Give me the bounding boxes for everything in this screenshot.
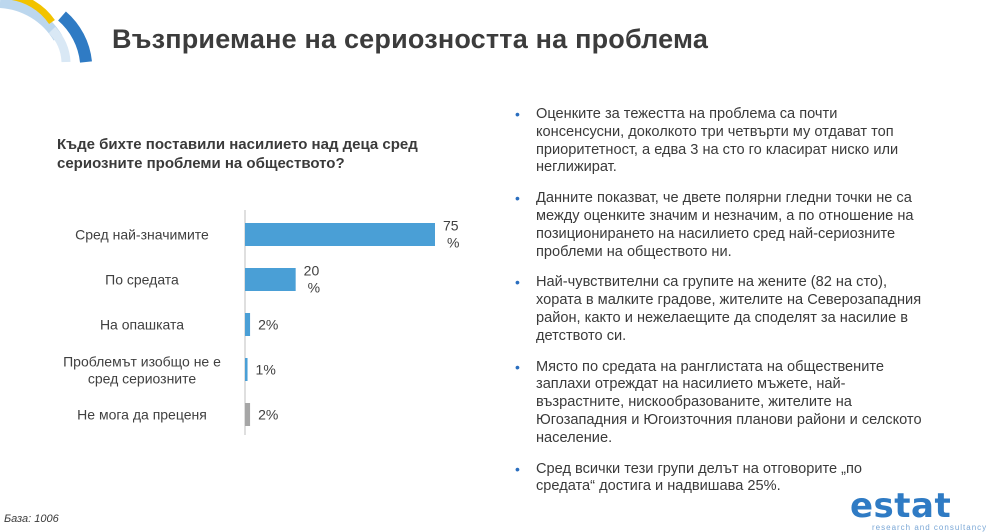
data-label: 20%: [304, 263, 320, 296]
category-label: Проблемът изобщо не е сред сериозните: [63, 354, 221, 387]
estat-logo: estat research and consultancy: [850, 486, 995, 532]
bullet-icon: •: [515, 358, 520, 375]
page-title: Възприемане на сериозността на проблема: [112, 24, 709, 54]
insight-text: Място по средата на ранглистата на общес…: [536, 358, 922, 446]
insight-item: • Сред всички тези групи делът на отговор…: [513, 461, 923, 497]
insight-item: • Оценките за тежестта на проблема са поч…: [513, 106, 923, 177]
data-label: 2%: [258, 407, 278, 423]
bullet-icon: •: [515, 190, 520, 207]
data-label: 1%: [256, 362, 276, 378]
corner-logo-arcs: [0, 0, 92, 63]
bar: [245, 313, 251, 336]
brand-tagline: research and consultancy: [872, 523, 988, 532]
bar-chart: Сред най-значимите 75 % По средата 20 % На опа…: [63, 210, 459, 435]
chart-question: Къде бихте поставили насилието над деца …: [57, 136, 418, 172]
base-note: База: 1006: [4, 513, 59, 525]
insight-item: • Място по средата на ранглистата на обще…: [513, 359, 923, 448]
bullet-icon: •: [515, 106, 520, 122]
bullet-icon: •: [515, 274, 520, 291]
bar: [245, 358, 248, 381]
bar: [245, 223, 435, 246]
category-label: Не мога да преценя: [77, 407, 207, 423]
data-label: 2%: [258, 317, 278, 333]
insight-item: • Данните показват, че двете полярни глед…: [513, 190, 923, 261]
data-label: 75%: [443, 218, 459, 251]
insights-list: • Оценките за тежестта на проблема са поч…: [513, 106, 923, 509]
brand-name: estat: [850, 486, 952, 526]
insight-text: Оценките за тежестта на проблема са почт…: [536, 106, 899, 176]
insight-text: Най-чувствителни са групите на жените (8…: [536, 274, 922, 344]
insight-text: Сред всички тези групи делът на отговори…: [536, 460, 863, 495]
category-label: На опашката: [100, 317, 184, 333]
bar: [245, 403, 251, 426]
insight-item: • Най-чувствителни са групите на жените (…: [513, 274, 923, 345]
category-label: Сред най-значимите: [75, 227, 209, 243]
bar: [245, 268, 296, 291]
insight-text: Данните показват, че двете полярни гледн…: [536, 190, 914, 260]
category-label: По средата: [105, 272, 179, 288]
bullet-icon: •: [515, 460, 520, 477]
